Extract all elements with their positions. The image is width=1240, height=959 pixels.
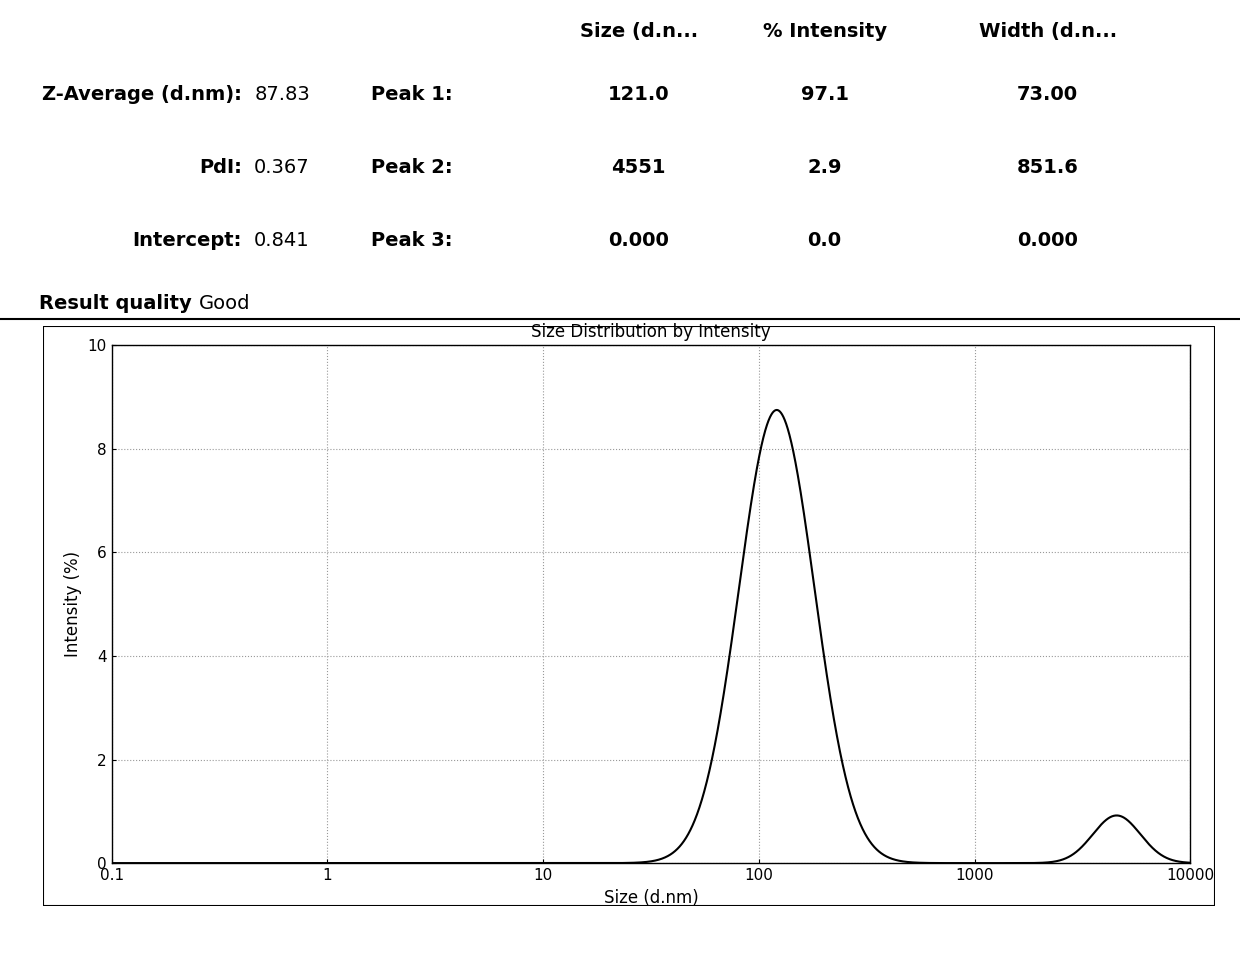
Text: 87.83: 87.83 bbox=[254, 85, 310, 105]
Text: 0.000: 0.000 bbox=[608, 231, 670, 250]
Text: 2.9: 2.9 bbox=[807, 158, 842, 177]
Text: % Intensity: % Intensity bbox=[763, 22, 887, 41]
Text: PdI:: PdI: bbox=[198, 158, 242, 177]
Text: Result quality: Result quality bbox=[40, 294, 192, 314]
Text: 121.0: 121.0 bbox=[608, 85, 670, 105]
Text: 97.1: 97.1 bbox=[801, 85, 848, 105]
Text: Peak 1:: Peak 1: bbox=[371, 85, 453, 105]
X-axis label: Size (d.nm): Size (d.nm) bbox=[604, 889, 698, 906]
Text: 851.6: 851.6 bbox=[1017, 158, 1079, 177]
Text: 4551: 4551 bbox=[611, 158, 666, 177]
Y-axis label: Intensity (%): Intensity (%) bbox=[64, 551, 82, 657]
Text: Peak 3:: Peak 3: bbox=[371, 231, 453, 250]
Text: Good: Good bbox=[198, 294, 250, 314]
Text: Z-Average (d.nm):: Z-Average (d.nm): bbox=[42, 85, 242, 105]
Title: Size Distribution by Intensity: Size Distribution by Intensity bbox=[531, 323, 771, 340]
Text: 0.841: 0.841 bbox=[254, 231, 310, 250]
Text: Size (d.n...: Size (d.n... bbox=[579, 22, 698, 41]
Text: Intercept:: Intercept: bbox=[133, 231, 242, 250]
Text: 73.00: 73.00 bbox=[1017, 85, 1079, 105]
Text: 0.367: 0.367 bbox=[254, 158, 310, 177]
Text: Peak 2:: Peak 2: bbox=[371, 158, 453, 177]
Text: Width (d.n...: Width (d.n... bbox=[978, 22, 1117, 41]
Text: 0.0: 0.0 bbox=[807, 231, 842, 250]
Text: 0.000: 0.000 bbox=[1017, 231, 1079, 250]
